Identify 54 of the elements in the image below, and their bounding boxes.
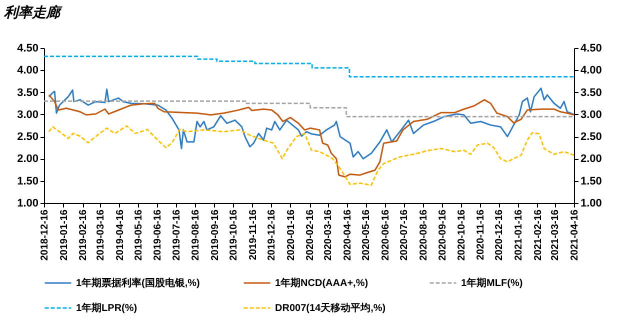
y2-tick-label: 1.50 [580, 175, 602, 188]
y2-tick-label: 3.50 [580, 86, 602, 99]
y2-tick-label: 2.50 [580, 131, 602, 144]
x-tick-label: 2020-09-16 [438, 209, 449, 261]
legend-label: DR007(14天移动平均,%) [275, 302, 386, 314]
x-tick-label: 2018-12-16 [40, 209, 50, 261]
y2-tick-label: 3.00 [580, 108, 602, 121]
y2-tick-label: 4.50 [580, 42, 602, 54]
x-tick-label: 2019-01-16 [58, 209, 70, 261]
x-tick-label: 2020-10-16 [456, 209, 468, 261]
legend-label: 1年期MLF(%) [461, 277, 523, 289]
x-tick-label: 2019-12-16 [266, 209, 278, 261]
x-tick-label: 2020-03-16 [323, 209, 334, 261]
y-tick-label: 2.50 [17, 131, 38, 144]
x-tick-label: 2020-07-16 [399, 209, 410, 261]
x-tick-label: 2020-11-16 [476, 209, 487, 260]
x-tick-label: 2020-01-16 [286, 209, 297, 261]
x-tick-label: 2019-09-16 [210, 209, 221, 261]
x-tick-label: 2019-05-16 [133, 209, 144, 261]
y2-tick-label: 2.00 [580, 153, 602, 166]
y-tick-label: 3.00 [17, 108, 38, 121]
y-tick-label: 4.00 [17, 64, 38, 77]
x-tick-label: 2019-03-16 [95, 209, 106, 261]
x-tick-label: 2019-08-16 [190, 209, 202, 261]
x-tick-label: 2020-08-16 [418, 209, 430, 261]
legend-label: 1年期LPR(%) [76, 302, 138, 314]
legend-label: 1年期票据利率(国股电银,%) [76, 277, 200, 289]
line-series [48, 94, 575, 178]
x-tick-label: 2021-02-16 [532, 209, 544, 261]
x-tick-label: 2020-05-16 [361, 209, 372, 261]
x-tick-label: 2021-03-16 [550, 209, 562, 261]
x-tick-label: 2021-04-16 [570, 209, 580, 261]
y2-tick-label: 4.00 [580, 64, 602, 77]
y2-tick-label: 1.00 [580, 198, 602, 210]
y-tick-label: 1.00 [17, 198, 38, 210]
legend-label: 1年期NCD(AAA+,%) [275, 277, 368, 289]
x-tick-label: 2020-12-16 [494, 209, 506, 261]
x-tick-label: 2020-06-16 [380, 209, 392, 261]
y-tick-label: 1.50 [17, 175, 38, 188]
x-tick-label: 2021-01-16 [514, 209, 525, 261]
x-tick-label: 2019-11-16 [248, 209, 259, 260]
x-tick-label: 2019-07-16 [171, 209, 182, 261]
y-tick-label: 2.00 [17, 153, 38, 166]
x-tick-label: 2019-04-16 [114, 209, 126, 261]
x-tick-label: 2019-06-16 [152, 209, 164, 261]
x-tick-label: 2020-04-16 [342, 209, 354, 261]
x-tick-label: 2019-02-16 [78, 209, 90, 261]
chart-title: 利率走廊 [3, 4, 63, 20]
y-tick-label: 3.50 [17, 86, 38, 99]
line-series [48, 88, 575, 160]
line-series [48, 125, 575, 186]
x-tick-label: 2020-02-16 [305, 209, 316, 261]
y-tick-label: 4.50 [17, 42, 38, 54]
x-tick-label: 2019-10-16 [228, 209, 240, 261]
